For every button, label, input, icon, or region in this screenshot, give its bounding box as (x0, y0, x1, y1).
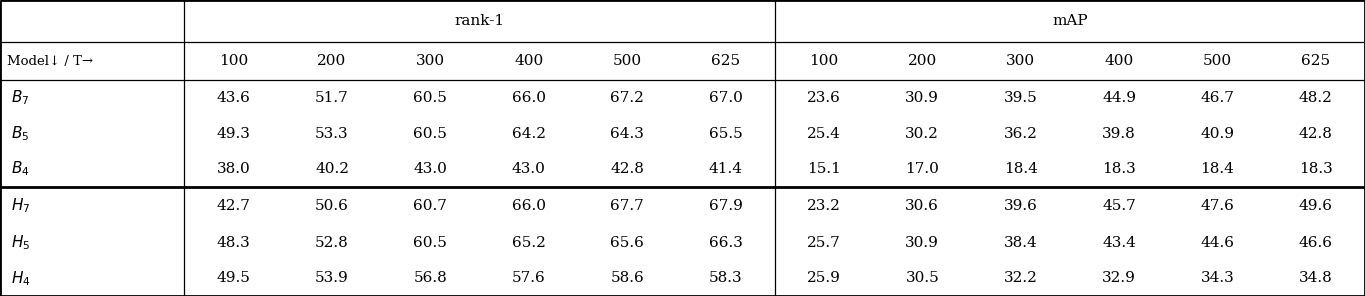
Text: 25.9: 25.9 (807, 271, 841, 285)
Text: 43.6: 43.6 (217, 91, 251, 105)
Text: 39.6: 39.6 (1003, 199, 1037, 213)
Text: 200: 200 (908, 54, 936, 68)
Text: 51.7: 51.7 (315, 91, 349, 105)
Text: 48.2: 48.2 (1299, 91, 1332, 105)
Text: 57.6: 57.6 (512, 271, 546, 285)
Text: 18.4: 18.4 (1003, 162, 1037, 176)
Text: 65.2: 65.2 (512, 236, 546, 250)
Text: 39.8: 39.8 (1102, 127, 1136, 141)
Text: 30.9: 30.9 (905, 91, 939, 105)
Text: $B_7$: $B_7$ (11, 89, 29, 107)
Text: 66.3: 66.3 (708, 236, 743, 250)
Text: 30.9: 30.9 (905, 236, 939, 250)
Text: 34.8: 34.8 (1299, 271, 1332, 285)
Text: 46.7: 46.7 (1200, 91, 1234, 105)
Text: 44.6: 44.6 (1200, 236, 1234, 250)
Text: 46.6: 46.6 (1299, 236, 1332, 250)
Text: 67.0: 67.0 (708, 91, 743, 105)
Text: mAP: mAP (1052, 14, 1088, 28)
Text: 38.4: 38.4 (1003, 236, 1037, 250)
Text: 49.5: 49.5 (217, 271, 251, 285)
Text: 50.6: 50.6 (315, 199, 349, 213)
Text: 400: 400 (1104, 54, 1134, 68)
Text: 23.2: 23.2 (807, 199, 841, 213)
Text: 48.3: 48.3 (217, 236, 251, 250)
Text: rank-1: rank-1 (455, 14, 505, 28)
Text: 52.8: 52.8 (315, 236, 349, 250)
Text: 300: 300 (1006, 54, 1035, 68)
Text: 100: 100 (218, 54, 248, 68)
Text: 41.4: 41.4 (708, 162, 743, 176)
Text: 56.8: 56.8 (414, 271, 448, 285)
Text: $H_5$: $H_5$ (11, 233, 30, 252)
Text: 30.5: 30.5 (905, 271, 939, 285)
Text: 100: 100 (809, 54, 838, 68)
Text: 67.7: 67.7 (610, 199, 644, 213)
Text: $H_4$: $H_4$ (11, 269, 30, 287)
Text: 30.2: 30.2 (905, 127, 939, 141)
Text: 40.9: 40.9 (1200, 127, 1234, 141)
Text: 58.3: 58.3 (708, 271, 743, 285)
Text: 64.3: 64.3 (610, 127, 644, 141)
Text: 49.3: 49.3 (217, 127, 251, 141)
Text: 36.2: 36.2 (1003, 127, 1037, 141)
Text: 66.0: 66.0 (512, 199, 546, 213)
Text: 47.6: 47.6 (1200, 199, 1234, 213)
Text: 18.4: 18.4 (1200, 162, 1234, 176)
Text: 45.7: 45.7 (1102, 199, 1136, 213)
Text: 38.0: 38.0 (217, 162, 251, 176)
Text: 53.9: 53.9 (315, 271, 349, 285)
Text: $H_7$: $H_7$ (11, 197, 30, 215)
Text: 43.0: 43.0 (512, 162, 546, 176)
Text: 500: 500 (613, 54, 642, 68)
Text: 39.5: 39.5 (1003, 91, 1037, 105)
Text: 18.3: 18.3 (1299, 162, 1332, 176)
Text: 64.2: 64.2 (512, 127, 546, 141)
Text: 60.7: 60.7 (414, 199, 448, 213)
Text: 42.8: 42.8 (1299, 127, 1332, 141)
Text: $B_5$: $B_5$ (11, 124, 29, 143)
Text: 32.9: 32.9 (1102, 271, 1136, 285)
Text: 300: 300 (416, 54, 445, 68)
Text: 23.6: 23.6 (807, 91, 841, 105)
Text: 500: 500 (1203, 54, 1233, 68)
Text: 67.9: 67.9 (708, 199, 743, 213)
Text: Model↓ / T→: Model↓ / T→ (7, 55, 93, 68)
Text: 625: 625 (711, 54, 740, 68)
Text: 25.4: 25.4 (807, 127, 841, 141)
Text: 66.0: 66.0 (512, 91, 546, 105)
Text: $B_4$: $B_4$ (11, 160, 30, 178)
Text: 44.9: 44.9 (1102, 91, 1136, 105)
Text: 53.3: 53.3 (315, 127, 349, 141)
Text: 15.1: 15.1 (807, 162, 841, 176)
Text: 67.2: 67.2 (610, 91, 644, 105)
Text: 60.5: 60.5 (414, 236, 448, 250)
Text: 25.7: 25.7 (807, 236, 841, 250)
Text: 58.6: 58.6 (610, 271, 644, 285)
Text: 49.6: 49.6 (1299, 199, 1332, 213)
Text: 200: 200 (318, 54, 347, 68)
Text: 65.5: 65.5 (708, 127, 743, 141)
Text: 32.2: 32.2 (1003, 271, 1037, 285)
Text: 43.0: 43.0 (414, 162, 448, 176)
Text: 42.7: 42.7 (217, 199, 251, 213)
Text: 42.8: 42.8 (610, 162, 644, 176)
Text: 400: 400 (515, 54, 543, 68)
Text: 30.6: 30.6 (905, 199, 939, 213)
Text: 625: 625 (1301, 54, 1331, 68)
Text: 60.5: 60.5 (414, 91, 448, 105)
Text: 43.4: 43.4 (1102, 236, 1136, 250)
Text: 65.6: 65.6 (610, 236, 644, 250)
Text: 60.5: 60.5 (414, 127, 448, 141)
Text: 17.0: 17.0 (905, 162, 939, 176)
Text: 34.3: 34.3 (1201, 271, 1234, 285)
Text: 40.2: 40.2 (315, 162, 349, 176)
Text: 18.3: 18.3 (1102, 162, 1136, 176)
